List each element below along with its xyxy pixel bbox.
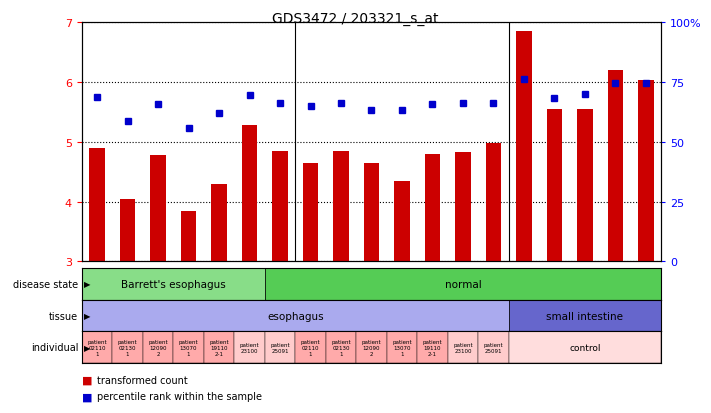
Text: patient
02110
1: patient 02110 1	[87, 339, 107, 356]
Bar	[264, 268, 661, 300]
Bar	[211, 184, 227, 262]
Text: GDS3472 / 203321_s_at: GDS3472 / 203321_s_at	[272, 12, 439, 26]
Text: percentile rank within the sample: percentile rank within the sample	[97, 392, 262, 401]
Text: disease state: disease state	[13, 279, 78, 289]
Bar	[82, 300, 509, 332]
Bar	[264, 332, 295, 363]
Text: patient
25091: patient 25091	[483, 342, 503, 353]
Bar	[112, 332, 143, 363]
Text: patient
02130
1: patient 02130 1	[118, 339, 137, 356]
Text: small intestine: small intestine	[547, 311, 624, 321]
Bar	[509, 332, 661, 363]
Bar	[577, 109, 592, 262]
Text: individual: individual	[31, 342, 78, 353]
Bar	[120, 199, 135, 262]
Bar	[234, 332, 264, 363]
Bar	[417, 332, 448, 363]
Bar	[303, 163, 318, 262]
Bar	[516, 32, 532, 262]
Bar	[326, 332, 356, 363]
Bar	[295, 332, 326, 363]
Bar	[638, 81, 653, 262]
Bar	[387, 332, 417, 363]
Text: patient
23100: patient 23100	[240, 342, 260, 353]
Text: patient
02110
1: patient 02110 1	[301, 339, 321, 356]
Text: esophagus: esophagus	[267, 311, 324, 321]
Text: ■: ■	[82, 375, 92, 385]
Bar	[356, 332, 387, 363]
Text: tissue: tissue	[49, 311, 78, 321]
Bar	[425, 154, 440, 262]
Bar	[608, 71, 623, 262]
Bar	[455, 153, 471, 262]
Bar	[173, 332, 204, 363]
Bar	[509, 300, 661, 332]
Text: patient
13070
1: patient 13070 1	[178, 339, 198, 356]
Bar	[272, 151, 288, 262]
Bar	[547, 109, 562, 262]
Text: control: control	[570, 343, 601, 352]
Bar	[479, 332, 509, 363]
Bar	[333, 151, 348, 262]
Bar	[395, 181, 410, 262]
Bar	[181, 211, 196, 262]
Bar	[486, 143, 501, 262]
Text: ■: ■	[82, 392, 92, 401]
Text: patient
12090
2: patient 12090 2	[362, 339, 381, 356]
Text: Barrett's esophagus: Barrett's esophagus	[121, 279, 225, 289]
Bar	[242, 126, 257, 262]
Text: ▶: ▶	[84, 280, 90, 288]
Text: patient
12090
2: patient 12090 2	[148, 339, 168, 356]
Text: patient
19110
2-1: patient 19110 2-1	[209, 339, 229, 356]
Bar	[143, 332, 173, 363]
Bar	[364, 163, 379, 262]
Text: transformed count: transformed count	[97, 375, 188, 385]
Text: ▶: ▶	[84, 343, 90, 352]
Text: patient
23100: patient 23100	[453, 342, 473, 353]
Text: normal: normal	[444, 279, 481, 289]
Text: patient
25091: patient 25091	[270, 342, 290, 353]
Bar	[90, 148, 105, 262]
Text: ▶: ▶	[84, 311, 90, 320]
Text: patient
13070
1: patient 13070 1	[392, 339, 412, 356]
Bar	[448, 332, 479, 363]
Bar	[204, 332, 234, 363]
Text: patient
19110
2-1: patient 19110 2-1	[422, 339, 442, 356]
Bar	[82, 268, 264, 300]
Bar	[82, 332, 112, 363]
Text: patient
02130
1: patient 02130 1	[331, 339, 351, 356]
Bar	[151, 155, 166, 262]
